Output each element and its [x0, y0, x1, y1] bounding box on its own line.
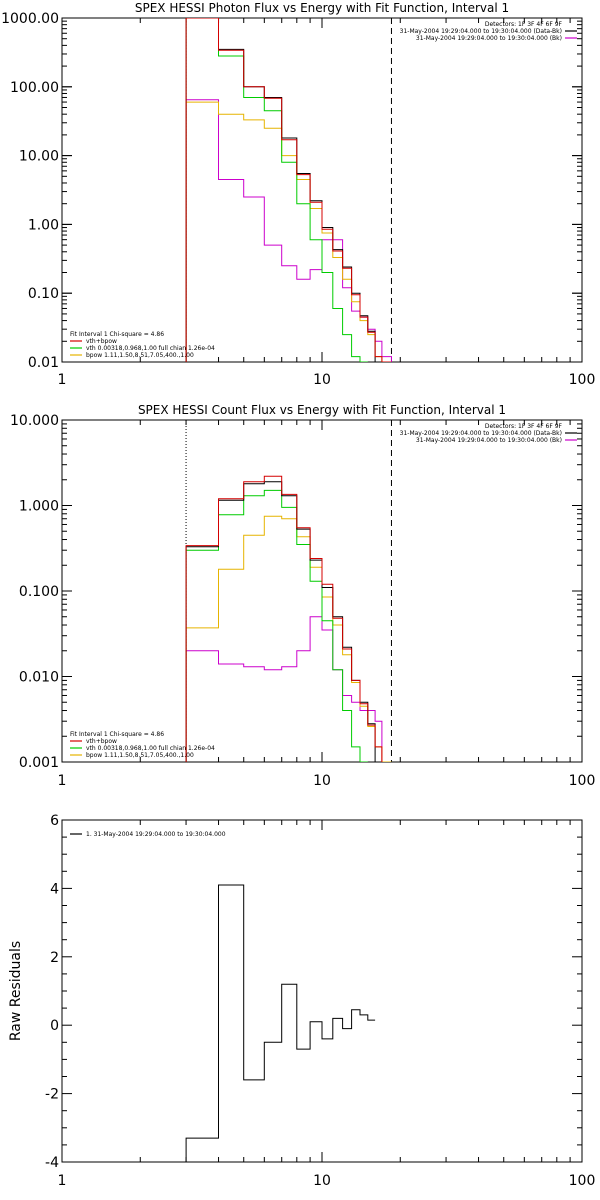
chart-title: SPEX HESSI Photon Flux vs Energy with Fi…: [135, 1, 509, 15]
series-bpow: [185, 101, 392, 362]
x-tick-label: 100: [569, 773, 596, 789]
y-tick-label: -2: [45, 1087, 59, 1103]
legend-left-entry: Fit Interval 1 Chi-square = 4.86: [70, 331, 164, 338]
chart-panel-1: SPEX HESSI Photon Flux vs Energy with Fi…: [1, 1, 595, 388]
y-tick-label: 0: [50, 1018, 59, 1034]
y-tick-label: 2: [50, 950, 59, 966]
chart-panel-2: SPEX HESSI Count Flux vs Energy with Fit…: [10, 403, 595, 789]
y-tick-label: 1.000: [19, 499, 59, 515]
legend-left-entry: Fit Interval 1 Chi-square = 4.86: [70, 731, 164, 738]
legend-right-entry: 31-May-2004 19:29:04.000 to 19:30:04.000…: [400, 28, 562, 35]
series-vth: [185, 489, 368, 762]
series-bk: [185, 99, 392, 362]
legend-right-entry: Detectors: 1F 3F 4F 6F 9F: [485, 423, 563, 430]
y-axis-label: Raw Residuals: [8, 941, 24, 1041]
legend-left-entry: vth+bpow: [86, 338, 117, 345]
y-tick-label: 0.001: [19, 755, 59, 771]
y-tick-label: 0.10: [28, 286, 59, 302]
y-tick-label: 0.010: [19, 670, 59, 686]
series-total: [185, 18, 392, 362]
x-tick-label: 10: [313, 372, 331, 388]
series-data: [185, 481, 376, 762]
legend-left-entry: bpow 1.11,1.50,8.51,7.05,400.,1.00: [86, 752, 194, 759]
legend-left-entry: vth 0.00318,0.968,1.00 full chian 1.26e-…: [86, 345, 215, 352]
y-tick-label: 6: [50, 813, 59, 829]
y-tick-label: 1000.00: [1, 11, 59, 27]
y-tick-label: 4: [50, 881, 59, 897]
legend-right-entry: 31-May-2004 19:29:04.000 to 19:30:04.000…: [400, 430, 562, 437]
y-tick-label: 10.000: [10, 413, 59, 429]
plot-frame: [61, 819, 583, 1163]
series-vth: [185, 18, 368, 362]
y-tick-label: -4: [45, 1155, 59, 1171]
series-data: [185, 18, 376, 362]
legend-left-entry: bpow 1.11,1.50,8.51,7.05,400.,1.00: [86, 352, 194, 359]
x-tick-label: 100: [569, 372, 596, 388]
y-tick-label: 1.00: [28, 217, 59, 233]
x-tick-label: 1: [58, 372, 67, 388]
y-tick-label: 10.00: [19, 149, 59, 165]
legend-left-entry: vth 0.00318,0.968,1.00 full chian 1.26e-…: [86, 745, 215, 752]
x-tick-label: 100: [569, 1173, 596, 1189]
legend-right-entry: 31-May-2004 19:29:04.000 to 19:30:04.000…: [416, 437, 562, 444]
x-tick-label: 1: [58, 1173, 67, 1189]
series-bk: [185, 616, 383, 762]
series-bpow: [185, 515, 392, 762]
y-tick-label: 100.00: [10, 80, 59, 96]
chart-panel-3: 1 10 100 6 4 2 0 -2 -4 Raw Residuals 1. 31-May-200…: [8, 813, 595, 1189]
legend-right-entry: 31-May-2004 19:29:04.000 to 19:30:04.000…: [416, 35, 562, 42]
y-tick-label: 0.01: [28, 355, 59, 371]
legend-left-entry: 1. 31-May-2004 19:29:04.000 to 19:30:04.…: [86, 831, 226, 838]
plot-frame: [61, 17, 583, 363]
y-tick-label: 0.100: [19, 584, 59, 600]
series-data: [185, 884, 376, 1162]
legend-right-entry: Detectors: 1F 3F 4F 6F 9F: [485, 21, 563, 28]
legend-left-entry: vth+bpow: [86, 738, 117, 745]
x-tick-label: 10: [313, 773, 331, 789]
x-tick-label: 1: [58, 773, 67, 789]
series-total: [185, 475, 383, 762]
chart-title: SPEX HESSI Count Flux vs Energy with Fit…: [138, 403, 506, 417]
x-tick-label: 10: [313, 1173, 331, 1189]
